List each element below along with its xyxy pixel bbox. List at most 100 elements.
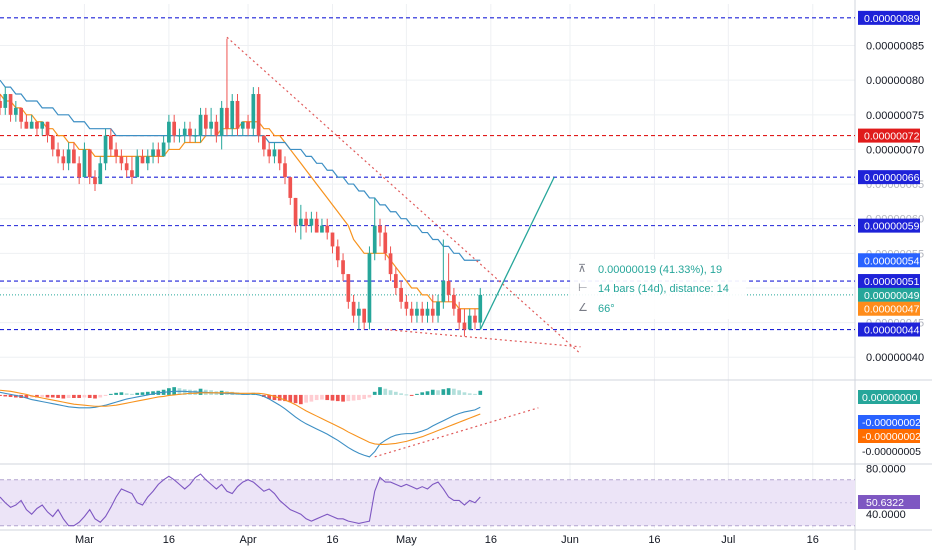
candle-body[interactable] xyxy=(230,100,235,129)
candle-body[interactable] xyxy=(436,301,440,316)
candle-body[interactable] xyxy=(372,225,377,254)
candle-body[interactable] xyxy=(135,156,140,178)
candle-body[interactable] xyxy=(383,232,388,254)
candle-body[interactable] xyxy=(177,135,182,137)
measure-tool[interactable]: ⊼ 0.00000019 (41.33%), 19 ⊢ 14 bars (14d… xyxy=(570,259,746,319)
candle-body[interactable] xyxy=(193,135,198,137)
candle-body[interactable] xyxy=(473,315,477,323)
candle-body[interactable] xyxy=(457,308,462,323)
candle-body[interactable] xyxy=(393,274,398,288)
candle-body[interactable] xyxy=(415,308,419,316)
candle-body[interactable] xyxy=(35,121,39,129)
candle-body[interactable] xyxy=(219,107,224,136)
candle-body[interactable] xyxy=(167,121,171,143)
candle-body[interactable] xyxy=(0,100,2,108)
candle-body[interactable] xyxy=(409,308,414,316)
candle-body[interactable] xyxy=(446,281,451,295)
candle-body[interactable] xyxy=(404,301,409,309)
candle-body[interactable] xyxy=(320,225,324,233)
candle-body[interactable] xyxy=(235,100,240,129)
candle-body[interactable] xyxy=(114,149,118,157)
candle-body[interactable] xyxy=(309,218,314,226)
candle-body[interactable] xyxy=(357,308,361,316)
candle-body[interactable] xyxy=(119,156,124,164)
candle-body[interactable] xyxy=(214,121,219,136)
candle-body[interactable] xyxy=(304,218,308,226)
candle-body[interactable] xyxy=(130,170,134,178)
candle-body[interactable] xyxy=(77,163,82,178)
candle-body[interactable] xyxy=(378,225,382,233)
candle-body[interactable] xyxy=(66,149,71,164)
candle-body[interactable] xyxy=(346,274,351,302)
macd-panel[interactable] xyxy=(0,387,539,458)
candle-body[interactable] xyxy=(161,142,166,157)
price-panel[interactable] xyxy=(0,17,855,355)
candle-body[interactable] xyxy=(298,218,303,226)
candle-body[interactable] xyxy=(251,94,256,129)
candle-body[interactable] xyxy=(462,322,467,330)
candle-body[interactable] xyxy=(56,149,60,157)
projection-line[interactable] xyxy=(479,176,555,330)
candle-body[interactable] xyxy=(293,197,298,226)
candle-body[interactable] xyxy=(87,149,92,178)
candle-body[interactable] xyxy=(98,163,103,185)
candle-body[interactable] xyxy=(156,149,161,157)
candle-body[interactable] xyxy=(341,260,345,275)
candle-body[interactable] xyxy=(283,163,287,178)
candle-body[interactable] xyxy=(288,177,293,198)
candle-body[interactable] xyxy=(145,156,150,164)
candle-body[interactable] xyxy=(103,135,108,164)
candle-body[interactable] xyxy=(188,128,192,136)
candle-body[interactable] xyxy=(82,149,87,178)
candle-body[interactable] xyxy=(225,107,229,129)
candle-body[interactable] xyxy=(3,94,8,108)
candle-body[interactable] xyxy=(362,308,367,323)
candle-body[interactable] xyxy=(50,135,55,150)
candle-body[interactable] xyxy=(182,128,187,136)
candle-body[interactable] xyxy=(246,121,250,129)
rsi-panel[interactable] xyxy=(0,473,855,527)
candle-body[interactable] xyxy=(272,149,277,157)
candle-body[interactable] xyxy=(45,121,50,136)
candle-body[interactable] xyxy=(93,177,97,185)
candle-body[interactable] xyxy=(314,218,319,233)
candle-body[interactable] xyxy=(256,94,261,136)
candle-body[interactable] xyxy=(425,308,430,316)
candle-body[interactable] xyxy=(330,232,335,247)
candle-body[interactable] xyxy=(388,253,393,275)
candle-body[interactable] xyxy=(151,149,155,157)
candle-body[interactable] xyxy=(19,107,23,122)
candle-body[interactable] xyxy=(420,308,425,316)
candle-body[interactable] xyxy=(430,308,435,316)
candle-body[interactable] xyxy=(277,149,282,164)
macd-trend-line[interactable] xyxy=(374,407,539,458)
candle-body[interactable] xyxy=(240,121,245,129)
candle-body[interactable] xyxy=(367,253,372,323)
candle-body[interactable] xyxy=(198,114,203,136)
trend-line[interactable] xyxy=(226,36,581,355)
candle-body[interactable] xyxy=(108,135,113,150)
candle-body[interactable] xyxy=(467,315,472,330)
candle-body[interactable] xyxy=(399,287,403,302)
candle-body[interactable] xyxy=(8,94,13,115)
candle-body[interactable] xyxy=(72,149,76,164)
candle-body[interactable] xyxy=(335,246,340,261)
candle-body[interactable] xyxy=(209,121,213,129)
candle-body[interactable] xyxy=(172,121,177,136)
candle-body[interactable] xyxy=(40,121,45,129)
candle-body[interactable] xyxy=(203,114,208,129)
candle-body[interactable] xyxy=(124,163,129,171)
candle-body[interactable] xyxy=(351,301,356,316)
candle-body[interactable] xyxy=(325,225,330,233)
candle-body[interactable] xyxy=(267,149,272,157)
candle-body[interactable] xyxy=(140,156,145,164)
candle-body[interactable] xyxy=(441,281,446,302)
candle-body[interactable] xyxy=(452,294,456,309)
candle-body[interactable] xyxy=(24,121,29,129)
candle-body[interactable] xyxy=(13,107,18,115)
candle-body[interactable] xyxy=(61,156,66,164)
candle-body[interactable] xyxy=(29,121,34,129)
candle-body[interactable] xyxy=(478,294,483,323)
candle-body[interactable] xyxy=(262,135,266,150)
